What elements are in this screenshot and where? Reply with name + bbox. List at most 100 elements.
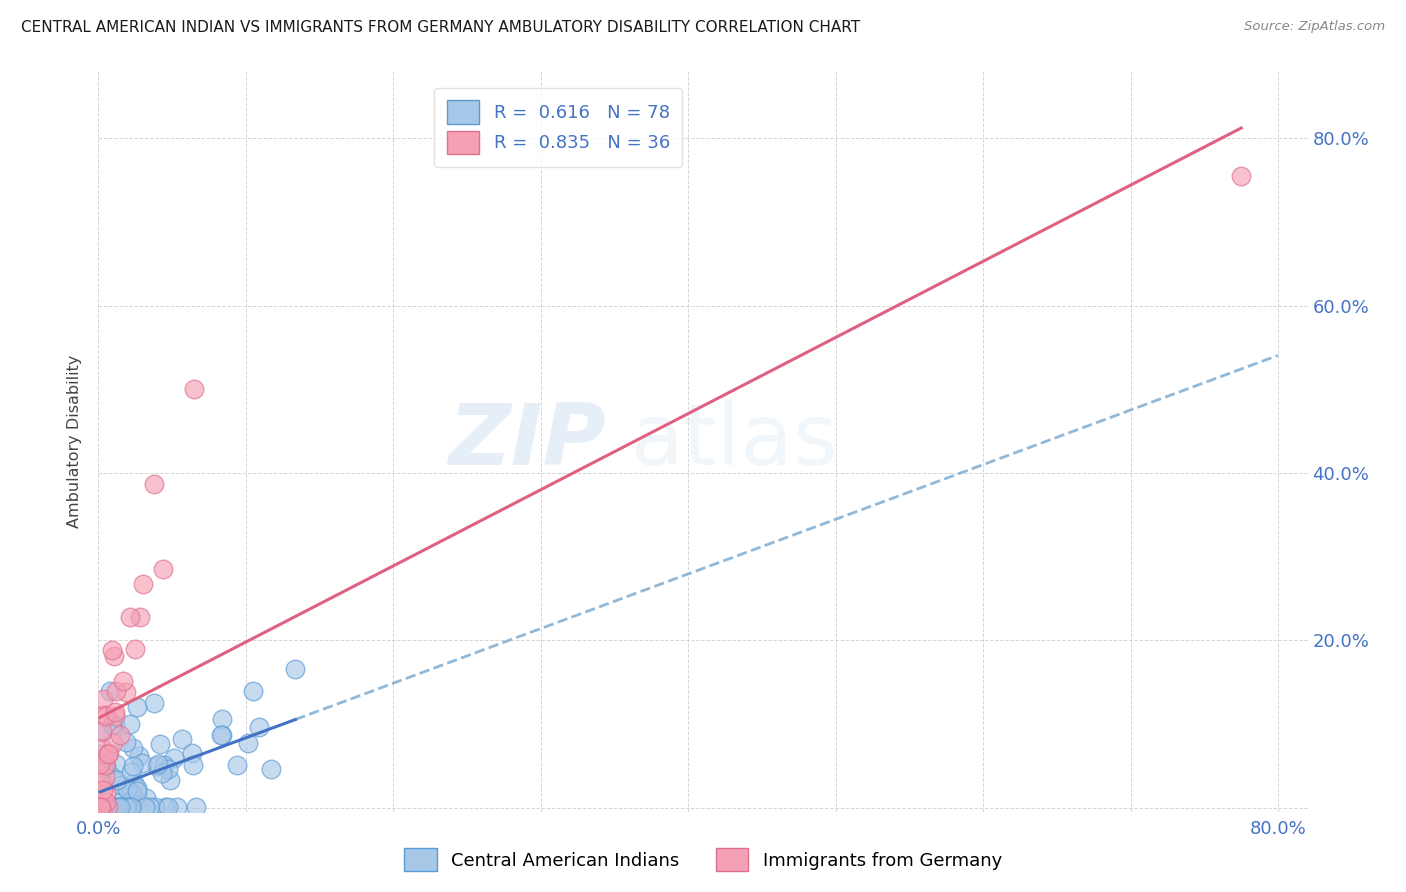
Point bbox=[135, 791, 157, 805]
Point bbox=[93, 761, 115, 775]
Point bbox=[107, 773, 129, 788]
Point bbox=[94, 770, 117, 784]
Point bbox=[89, 799, 111, 814]
Point bbox=[103, 648, 125, 663]
Point bbox=[104, 706, 127, 720]
Point bbox=[139, 799, 162, 814]
Point bbox=[89, 799, 111, 814]
Point bbox=[211, 728, 233, 742]
Y-axis label: Ambulatory Disability: Ambulatory Disability bbox=[67, 355, 83, 528]
Point bbox=[117, 797, 139, 811]
Point bbox=[101, 717, 124, 731]
Text: Source: ZipAtlas.com: Source: ZipAtlas.com bbox=[1244, 20, 1385, 33]
Point bbox=[104, 756, 127, 771]
Point bbox=[94, 799, 117, 814]
Point bbox=[163, 750, 186, 764]
Point bbox=[90, 799, 112, 814]
Point bbox=[112, 793, 135, 807]
Point bbox=[111, 799, 134, 814]
Point bbox=[93, 782, 115, 797]
Point bbox=[132, 577, 155, 591]
Point bbox=[103, 718, 125, 732]
Legend: Central American Indians, Immigrants from Germany: Central American Indians, Immigrants fro… bbox=[396, 841, 1010, 879]
Point bbox=[89, 799, 111, 814]
Point bbox=[225, 758, 247, 772]
Point bbox=[150, 766, 173, 780]
Point bbox=[122, 790, 145, 805]
Point bbox=[96, 708, 118, 723]
Point bbox=[104, 799, 127, 814]
Point bbox=[115, 799, 138, 814]
Point bbox=[118, 799, 141, 814]
Point bbox=[129, 610, 152, 624]
Point bbox=[115, 735, 138, 749]
Point bbox=[125, 780, 148, 795]
Point bbox=[96, 795, 118, 809]
Point bbox=[242, 684, 264, 698]
Point bbox=[118, 716, 141, 731]
Point bbox=[97, 799, 120, 814]
Point bbox=[1230, 169, 1253, 183]
Point bbox=[120, 764, 142, 779]
Point bbox=[142, 696, 165, 710]
Point bbox=[120, 799, 142, 814]
Point bbox=[121, 758, 143, 772]
Point bbox=[183, 382, 205, 396]
Point bbox=[89, 757, 111, 772]
Point bbox=[100, 769, 122, 783]
Point bbox=[236, 736, 259, 750]
Point bbox=[94, 758, 117, 772]
Point bbox=[149, 737, 172, 751]
Point bbox=[90, 724, 112, 739]
Point bbox=[97, 746, 120, 760]
Point bbox=[118, 610, 141, 624]
Point bbox=[153, 758, 176, 772]
Point bbox=[93, 707, 115, 722]
Point bbox=[91, 691, 114, 706]
Point bbox=[260, 762, 283, 776]
Text: ZIP: ZIP bbox=[449, 400, 606, 483]
Point bbox=[183, 758, 205, 772]
Point bbox=[153, 799, 176, 814]
Point bbox=[146, 758, 169, 772]
Point bbox=[101, 736, 124, 750]
Point bbox=[98, 684, 121, 698]
Point bbox=[97, 799, 120, 814]
Point bbox=[91, 799, 114, 814]
Point bbox=[124, 641, 146, 656]
Point bbox=[181, 746, 204, 760]
Point bbox=[111, 799, 134, 814]
Point bbox=[127, 793, 149, 807]
Text: atlas: atlas bbox=[630, 400, 838, 483]
Point bbox=[108, 728, 131, 742]
Point bbox=[91, 741, 114, 756]
Point bbox=[115, 782, 138, 797]
Point bbox=[122, 741, 145, 756]
Point bbox=[134, 799, 156, 814]
Point bbox=[152, 562, 174, 576]
Point bbox=[125, 783, 148, 797]
Point bbox=[104, 684, 127, 698]
Point bbox=[101, 643, 124, 657]
Point bbox=[166, 799, 188, 814]
Point bbox=[172, 732, 194, 747]
Point bbox=[284, 662, 307, 676]
Point bbox=[184, 799, 207, 814]
Point bbox=[107, 799, 129, 814]
Point bbox=[120, 784, 142, 798]
Point bbox=[247, 720, 270, 734]
Point bbox=[142, 476, 165, 491]
Point bbox=[110, 778, 132, 792]
Point bbox=[115, 799, 138, 814]
Point bbox=[97, 747, 120, 762]
Point bbox=[159, 773, 181, 788]
Point bbox=[124, 776, 146, 790]
Point bbox=[115, 685, 138, 699]
Point bbox=[91, 799, 114, 814]
Point bbox=[107, 799, 129, 814]
Point bbox=[94, 799, 117, 814]
Point bbox=[90, 774, 112, 789]
Point bbox=[146, 757, 169, 772]
Point bbox=[89, 799, 111, 814]
Point bbox=[111, 799, 134, 814]
